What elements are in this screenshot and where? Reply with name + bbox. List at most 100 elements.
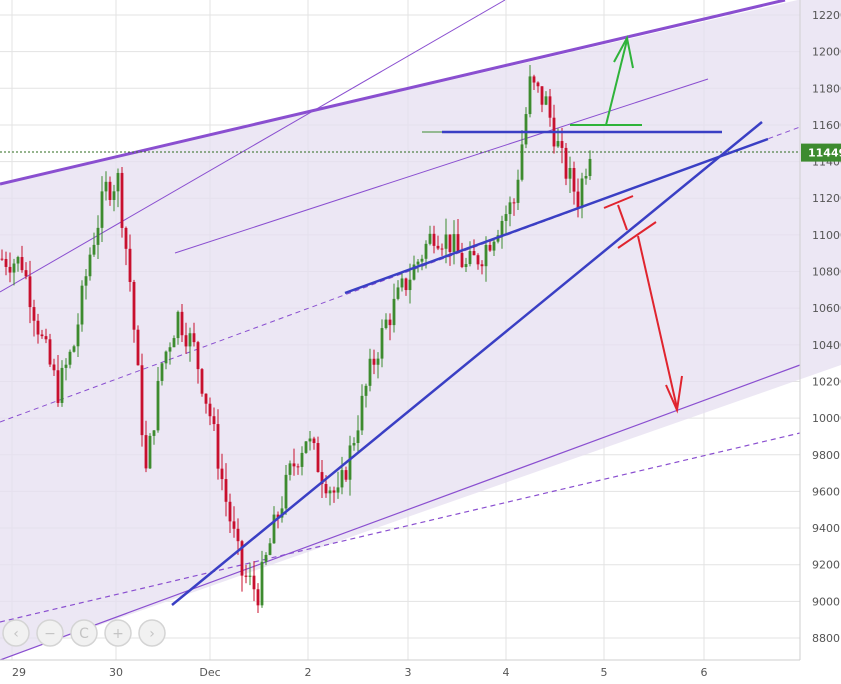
minus-icon[interactable] [36, 619, 64, 647]
y-tick-label: 9200 [812, 559, 840, 572]
candle-body [344, 470, 348, 480]
candle-body [516, 179, 520, 203]
last-price-label: 11449 [808, 147, 841, 160]
candle-body [124, 227, 128, 249]
candle-body [500, 220, 504, 236]
candle-body [120, 172, 124, 228]
candle-body [4, 258, 8, 267]
candle-body [16, 257, 20, 264]
candle-body [244, 575, 248, 577]
candle-body [480, 264, 484, 267]
candle-body [512, 202, 516, 204]
candle-body [260, 561, 264, 606]
red-arrow-head [665, 375, 683, 414]
minus-icon-glyph: − [44, 626, 56, 642]
candle-body [356, 430, 360, 444]
plus-button[interactable]: + [104, 619, 132, 647]
candle-body [76, 324, 80, 347]
candle-body [256, 589, 260, 606]
candle-body [588, 158, 592, 177]
candle-body [92, 244, 96, 255]
candle-body [332, 490, 336, 493]
candle-body [200, 369, 204, 394]
candle-body [184, 335, 188, 347]
candle-body [64, 364, 68, 368]
candle-body [88, 254, 92, 277]
y-tick-label: 10800 [812, 266, 841, 279]
candle-body [468, 251, 472, 265]
y-tick-label: 11800 [812, 82, 841, 95]
candle-body [40, 334, 44, 337]
candle-body [428, 233, 432, 244]
y-tick-label: 10200 [812, 375, 841, 388]
reset-icon[interactable] [70, 619, 98, 647]
candle-body [224, 479, 228, 502]
last-price-badge [801, 143, 841, 162]
candle-body [324, 484, 328, 494]
candle-body [488, 244, 492, 251]
x-tick-label: 29 [12, 666, 26, 679]
candle-body [440, 248, 444, 250]
candle-body [360, 395, 364, 431]
candle-body [248, 575, 252, 577]
candle-body [0, 258, 4, 260]
candle-body [28, 276, 32, 308]
candle-body [376, 358, 380, 365]
candle-body [556, 141, 560, 147]
y-tick-label: 9000 [812, 595, 840, 608]
candle-body [312, 438, 316, 444]
candle-body [12, 263, 16, 273]
green-arrow-head [613, 35, 634, 69]
candle-body [84, 276, 88, 286]
chevron-right-button[interactable]: › [138, 619, 166, 647]
candle-body [128, 248, 132, 282]
x-tick-label: 5 [601, 666, 608, 679]
trend-lines [171, 121, 769, 606]
candle-body [524, 114, 528, 145]
candle-body [164, 351, 168, 364]
candle-body [8, 266, 12, 273]
candle-body [372, 358, 376, 365]
candle-body [576, 191, 580, 208]
candle-body [316, 443, 320, 473]
candle-body [156, 380, 160, 431]
candle-body [196, 342, 200, 370]
plus-icon[interactable] [104, 619, 132, 647]
chevron-left-button[interactable]: ‹ [2, 619, 30, 647]
candle-body [320, 472, 324, 485]
candle-body [276, 514, 280, 518]
candle-body [108, 181, 112, 200]
plus-icon-glyph: + [112, 626, 124, 642]
minus-button[interactable]: − [36, 619, 64, 647]
candle-body [352, 443, 356, 446]
candle-body [560, 141, 564, 148]
candle-body [24, 270, 28, 277]
candle-body [444, 234, 448, 249]
candle-body [432, 233, 436, 246]
y-tick-label: 10600 [812, 302, 841, 315]
candle-body [152, 430, 156, 436]
candle-body [192, 333, 196, 343]
candle-body [412, 264, 416, 280]
candle-body [476, 255, 480, 265]
channel-lower-line [0, 364, 801, 661]
candle-body [392, 298, 396, 326]
candle-body [568, 168, 572, 179]
y-tick-label: 9600 [812, 485, 840, 498]
reset-icon-glyph: C [79, 626, 89, 642]
chevron-left-icon[interactable] [2, 619, 30, 647]
candle-body [420, 258, 424, 262]
candle-body [532, 76, 536, 83]
candle-body [160, 363, 164, 381]
candle-body [252, 575, 256, 590]
chevron-right-icon[interactable] [138, 619, 166, 647]
candle-body [112, 191, 116, 200]
candle-body [140, 365, 144, 436]
candle-body [564, 147, 568, 179]
reset-button[interactable]: C [70, 619, 98, 647]
candle-body [68, 351, 72, 365]
channel-mid-dashed [0, 126, 801, 423]
candle-body [288, 463, 292, 475]
